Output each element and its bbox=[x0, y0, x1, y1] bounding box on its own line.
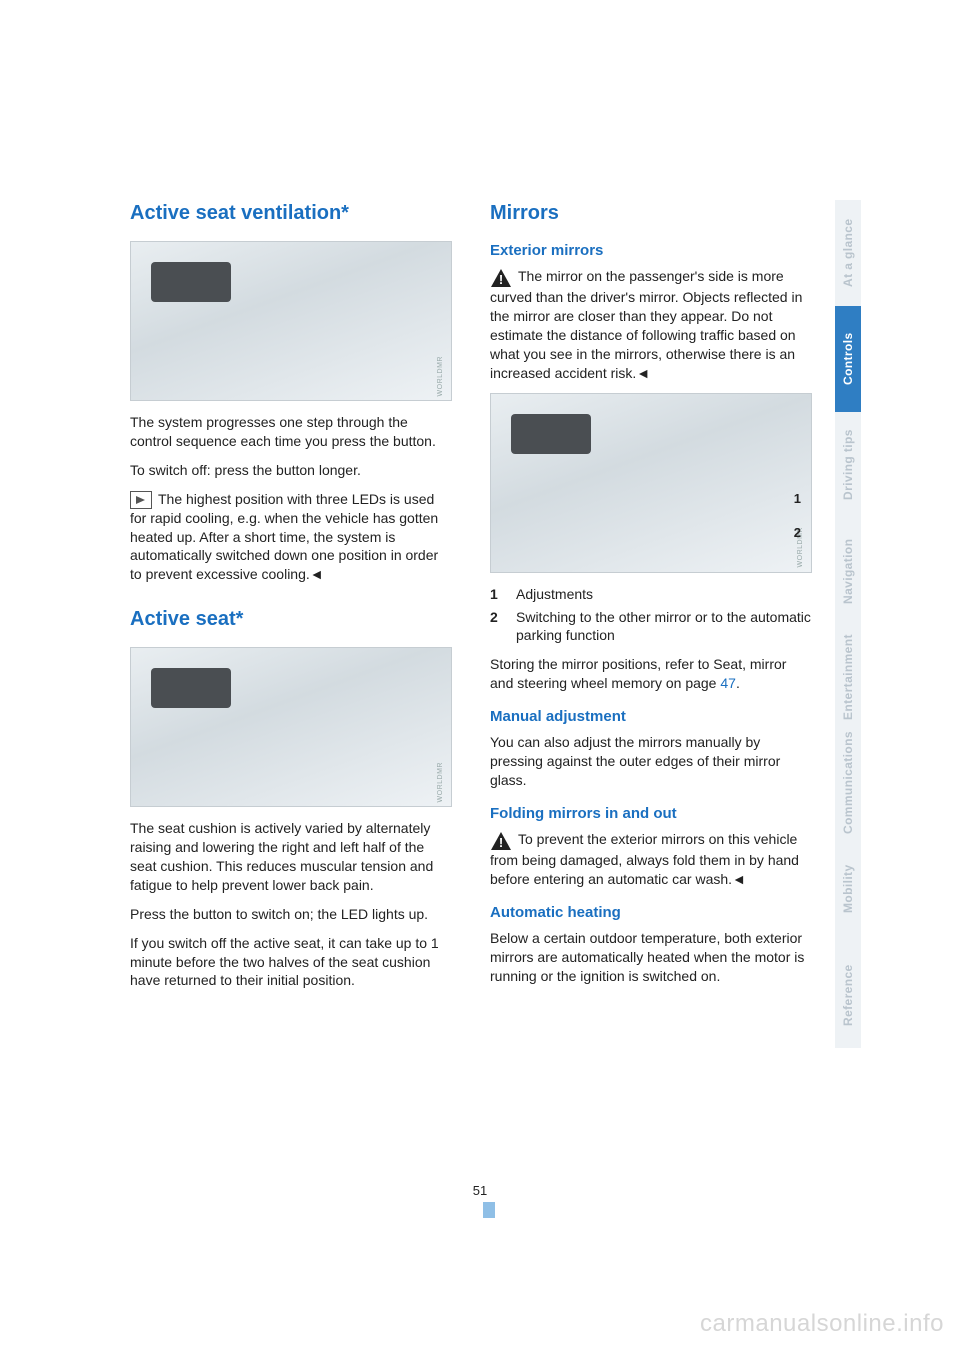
list-item-text: Switching to the other mirror or to the … bbox=[516, 608, 812, 646]
warning-block: ! The mirror on the passenger's side is … bbox=[490, 267, 812, 382]
figure-callout-1: 1 bbox=[794, 490, 801, 508]
end-marker-icon: ◄ bbox=[310, 566, 324, 582]
paragraph-text: . bbox=[736, 675, 740, 691]
paragraph: Below a certain outdoor temperature, bot… bbox=[490, 929, 812, 986]
watermark-text: carmanualsonline.info bbox=[700, 1308, 944, 1340]
list-item: 2 Switching to the other mirror or to the… bbox=[490, 608, 812, 646]
paragraph: The system progresses one step through t… bbox=[130, 413, 452, 451]
figure-callout-2: 2 bbox=[794, 524, 801, 542]
page-content: Active seat ventilation* WORLDMR The sys… bbox=[130, 200, 820, 1000]
subheading-exterior-mirrors: Exterior mirrors bbox=[490, 241, 812, 261]
svg-text:!: ! bbox=[499, 272, 503, 287]
warning-icon: ! bbox=[490, 831, 512, 851]
paragraph: Storing the mirror positions, refer to S… bbox=[490, 655, 812, 693]
list-item: 1 Adjustments bbox=[490, 585, 812, 604]
side-tab-navigation[interactable]: Navigation bbox=[835, 518, 861, 624]
side-tabs: At a glanceControlsDriving tipsNavigatio… bbox=[835, 200, 861, 1048]
subheading-manual-adjustment: Manual adjustment bbox=[490, 707, 812, 727]
right-column: Mirrors Exterior mirrors ! The mirror on… bbox=[490, 200, 812, 1000]
left-column: Active seat ventilation* WORLDMR The sys… bbox=[130, 200, 452, 1000]
side-tab-reference[interactable]: Reference bbox=[835, 942, 861, 1048]
paragraph: To switch off: press the button longer. bbox=[130, 461, 452, 480]
warning-text: To prevent the exterior mirrors on this … bbox=[490, 831, 799, 887]
figure-active-seat: WORLDMR bbox=[130, 647, 452, 807]
note-block: The highest position with three LEDs is … bbox=[130, 490, 452, 585]
side-tab-communications[interactable]: Communications bbox=[835, 730, 861, 836]
warning-icon: ! bbox=[490, 268, 512, 288]
svg-text:!: ! bbox=[499, 835, 503, 850]
side-tab-at-a-glance[interactable]: At a glance bbox=[835, 200, 861, 306]
end-marker-icon: ◄ bbox=[636, 365, 650, 381]
list-item-number: 1 bbox=[490, 585, 504, 604]
paragraph-text: Storing the mirror positions, refer to S… bbox=[490, 656, 786, 691]
side-tab-driving-tips[interactable]: Driving tips bbox=[835, 412, 861, 518]
figure-seat-ventilation: WORLDMR bbox=[130, 241, 452, 401]
note-text: The highest position with three LEDs is … bbox=[130, 491, 438, 583]
page-reference-link[interactable]: 47 bbox=[720, 675, 736, 691]
heading-active-seat: Active seat* bbox=[130, 606, 452, 633]
subheading-automatic-heating: Automatic heating bbox=[490, 903, 812, 923]
paragraph: If you switch off the active seat, it ca… bbox=[130, 934, 452, 991]
side-tab-mobility[interactable]: Mobility bbox=[835, 836, 861, 942]
paragraph: Press the button to switch on; the LED l… bbox=[130, 905, 452, 924]
page-number: 51 bbox=[473, 1182, 487, 1200]
list-item-number: 2 bbox=[490, 608, 504, 646]
heading-mirrors: Mirrors bbox=[490, 200, 812, 227]
paragraph: The seat cushion is actively varied by a… bbox=[130, 819, 452, 895]
figure-exterior-mirrors: WORLDMR 1 2 bbox=[490, 393, 812, 573]
paragraph: You can also adjust the mirrors manually… bbox=[490, 733, 812, 790]
page-number-marker bbox=[483, 1202, 495, 1218]
warning-block: ! To prevent the exterior mirrors on thi… bbox=[490, 830, 812, 889]
side-tab-entertainment[interactable]: Entertainment bbox=[835, 624, 861, 730]
heading-active-seat-ventilation: Active seat ventilation* bbox=[130, 200, 452, 227]
note-icon bbox=[130, 491, 152, 509]
numbered-list: 1 Adjustments 2 Switching to the other mir… bbox=[490, 585, 812, 646]
end-marker-icon: ◄ bbox=[732, 871, 746, 887]
subheading-folding-mirrors: Folding mirrors in and out bbox=[490, 804, 812, 824]
side-tab-controls[interactable]: Controls bbox=[835, 306, 861, 412]
list-item-text: Adjustments bbox=[516, 585, 593, 604]
